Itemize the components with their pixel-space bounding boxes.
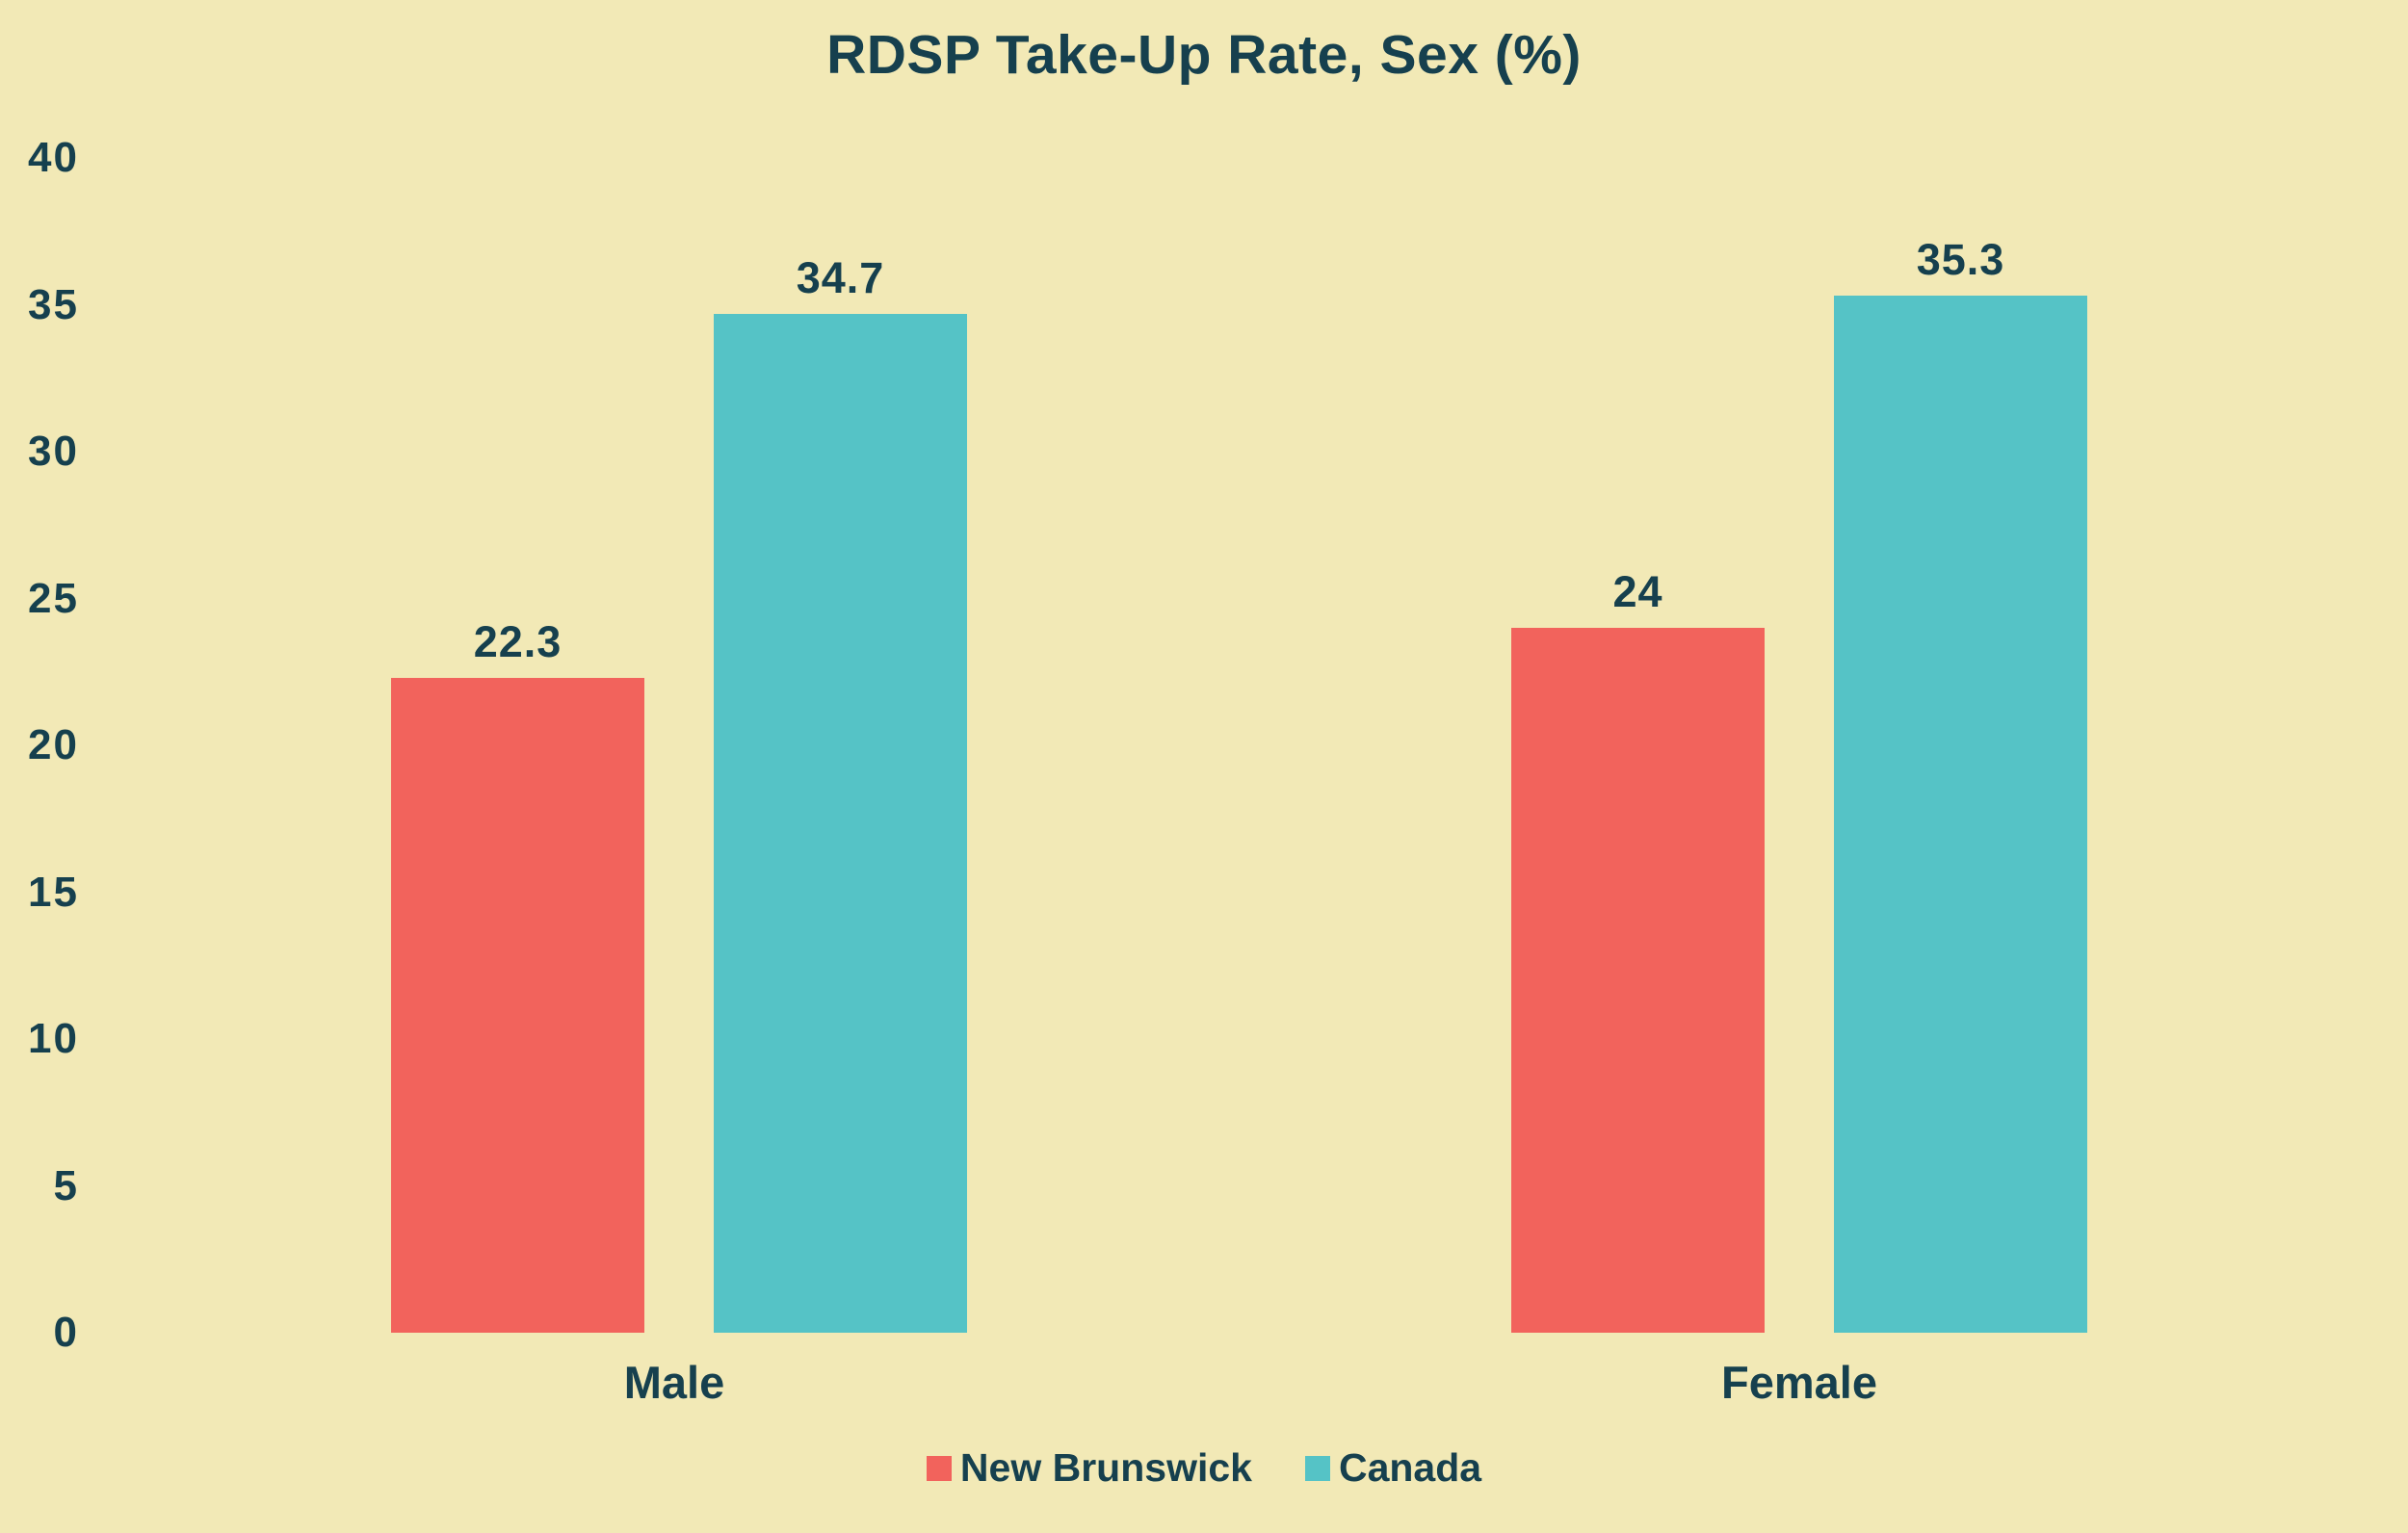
y-axis-tick-label: 10 [28, 1015, 79, 1062]
legend-swatch-icon [1304, 1455, 1330, 1481]
y-axis-tick-label: 35 [28, 280, 79, 328]
bar-value-label: 34.7 [796, 252, 885, 302]
y-axis-tick-label: 20 [28, 721, 79, 768]
chart-title: RDSP Take-Up Rate, Sex (%) [826, 24, 1582, 86]
category-label-male: Male [623, 1357, 725, 1408]
legend-item-canada: Canada [1304, 1445, 1482, 1490]
legend: New Brunswick Canada [0, 1445, 2408, 1490]
y-axis-tick-label: 5 [53, 1161, 79, 1209]
bar-male-canada [714, 313, 967, 1333]
legend-swatch-icon [926, 1455, 952, 1481]
y-axis-tick-label: 40 [28, 134, 79, 181]
category-label-female: Female [1721, 1357, 1877, 1408]
y-axis-tick-label: 30 [28, 428, 79, 475]
bar-value-label: 22.3 [473, 616, 563, 666]
bar-female-canada [1834, 296, 2087, 1333]
bar-value-label: 24 [1612, 567, 1663, 616]
y-axis-tick-label: 25 [28, 574, 79, 622]
y-axis-tick-label: 0 [53, 1309, 79, 1356]
legend-label: Canada [1338, 1445, 1482, 1490]
y-axis-tick-label: 15 [28, 868, 79, 916]
bar-female-new-brunswick [1511, 628, 1765, 1333]
legend-item-new-brunswick: New Brunswick [926, 1445, 1252, 1490]
bar-value-label: 35.3 [1916, 235, 2005, 285]
legend-label: New Brunswick [959, 1445, 1252, 1490]
bar-male-new-brunswick [391, 677, 644, 1333]
